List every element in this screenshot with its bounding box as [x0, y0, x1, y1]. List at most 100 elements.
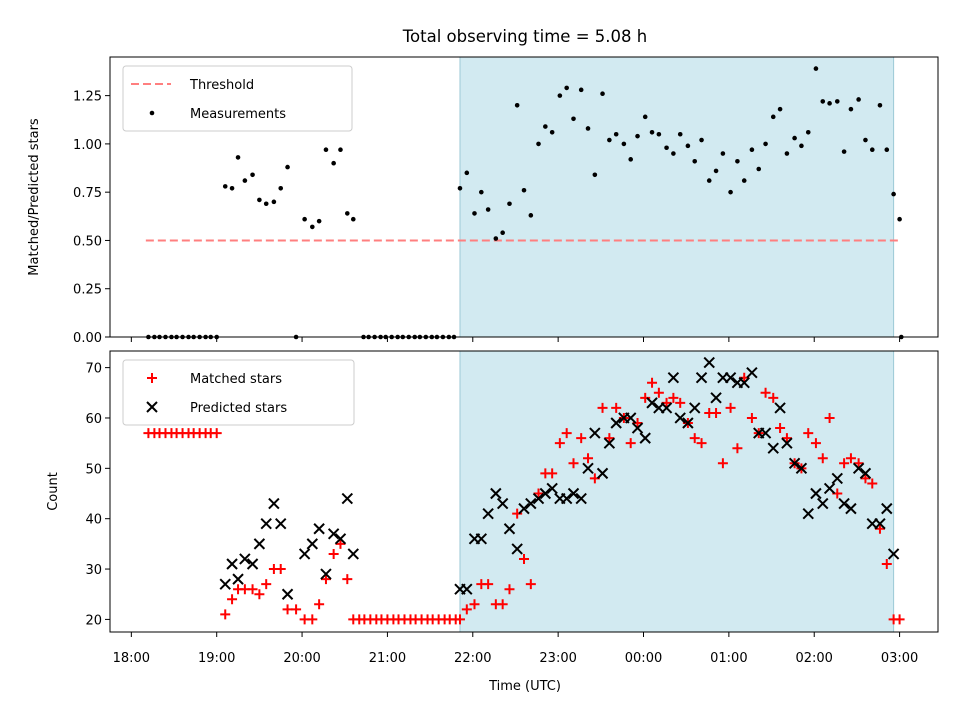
measurement-point	[310, 224, 315, 230]
measurement-point	[685, 143, 691, 149]
predicted-star-point	[334, 533, 347, 545]
measurement-point	[763, 141, 768, 147]
predicted-star-point	[689, 402, 701, 414]
top-panel: 0.00 0.25 0.50 0.75 1.00 1.25 Matched/Predicte…	[27, 56, 939, 346]
y-tick-label: 0.25	[73, 283, 102, 298]
matched-star-point	[261, 579, 272, 590]
measurement-point	[464, 170, 470, 176]
series-matched-stars	[143, 372, 905, 625]
measurement-point	[649, 130, 655, 135]
measurement-point	[257, 197, 262, 203]
measurement-point	[635, 133, 640, 139]
matched-star-point	[775, 423, 786, 434]
predicted-star-point	[496, 497, 509, 510]
matched-star-point	[568, 458, 579, 469]
predicted-star-point	[823, 482, 836, 495]
measurement-point	[671, 151, 676, 156]
predicted-star-point	[774, 402, 786, 414]
x-axis-label: Time (UTC)	[488, 679, 561, 694]
measurement-point	[479, 189, 484, 195]
matched-star-point	[328, 548, 339, 559]
predicted-star-point	[838, 497, 850, 510]
measurement-point	[229, 186, 235, 191]
predicted-star-point	[596, 467, 609, 480]
measurement-point	[536, 141, 541, 147]
matched-star-point	[781, 433, 792, 444]
measurement-point	[271, 199, 277, 205]
measurement-point	[607, 137, 612, 143]
predicted-star-point	[226, 558, 238, 570]
predicted-star-point	[759, 427, 772, 439]
measurement-point	[749, 147, 755, 152]
measurement-point	[564, 85, 569, 91]
measurement-point	[897, 216, 902, 222]
predicted-star-point	[788, 457, 801, 470]
legend-label: Matched stars	[190, 372, 282, 387]
x-tick-label: 02:00	[795, 651, 832, 666]
matched-star-point	[760, 387, 771, 398]
matched-star-point	[768, 392, 779, 403]
measurement-point	[457, 186, 463, 191]
matched-star-point	[640, 392, 651, 403]
measurement-point	[692, 158, 698, 164]
predicted-star-point	[831, 472, 843, 485]
matched-star-point	[725, 402, 736, 413]
measurement-point	[323, 147, 329, 152]
matched-star-point	[675, 397, 686, 408]
x-tick-label: 21:00	[369, 651, 406, 666]
measurement-point	[770, 114, 776, 120]
matched-star-point	[525, 579, 536, 590]
matched-star-point	[320, 574, 331, 585]
measurement-point	[557, 93, 563, 98]
y-tick-label: 30	[85, 563, 102, 578]
predicted-star-point	[795, 462, 808, 475]
matched-star-point	[483, 579, 494, 590]
measurement-point	[285, 164, 290, 170]
chart-title: Total observing time = 5.08 h	[402, 27, 647, 46]
measurement-point	[472, 211, 477, 216]
predicted-star-point	[511, 543, 523, 555]
legend-box	[122, 359, 355, 426]
measurement-point	[338, 147, 343, 152]
measurement-point	[500, 230, 505, 236]
series-predicted-stars	[219, 356, 900, 600]
matched-star-point	[254, 589, 265, 600]
matched-star-point	[604, 433, 615, 444]
observing-window-region	[459, 350, 895, 633]
predicted-star-point	[532, 492, 545, 505]
y-tick-label: 0.50	[73, 234, 102, 249]
matched-star-point	[860, 473, 871, 484]
predicted-star-point	[639, 432, 651, 444]
measurement-point	[571, 116, 576, 122]
x-tick-label: 20:00	[283, 651, 320, 666]
matched-star-point	[810, 438, 821, 449]
predicted-star-point	[219, 578, 231, 590]
measurement-point	[664, 145, 669, 151]
predicted-star-point	[281, 588, 294, 600]
measurement-point	[756, 166, 762, 172]
measurement-point	[543, 124, 548, 129]
y-tick-label: 1.00	[73, 138, 102, 153]
x-tick-label: 01:00	[710, 651, 747, 666]
legend-label: Measurements	[190, 107, 286, 122]
predicted-star-point	[874, 518, 886, 530]
measurement-point	[706, 178, 712, 183]
measurement-point	[250, 172, 255, 178]
y-tick-label: 1.25	[73, 90, 102, 105]
predicted-star-point	[582, 462, 594, 475]
matched-star-point	[504, 584, 515, 595]
measurement-point	[485, 207, 491, 212]
measurement-point	[856, 97, 861, 102]
matched-star-point	[314, 599, 325, 610]
measurement-point	[784, 151, 790, 156]
y-axis-label: Matched/Predicted stars	[27, 118, 42, 276]
predicted-star-point	[482, 507, 494, 520]
predicted-star-point	[631, 422, 644, 434]
matched-star-point	[717, 458, 728, 469]
predicted-star-point	[239, 553, 251, 565]
predicted-star-point	[667, 371, 680, 384]
measurement-point	[884, 147, 890, 152]
predicted-star-point	[781, 437, 793, 449]
predicted-star-point	[546, 482, 558, 495]
